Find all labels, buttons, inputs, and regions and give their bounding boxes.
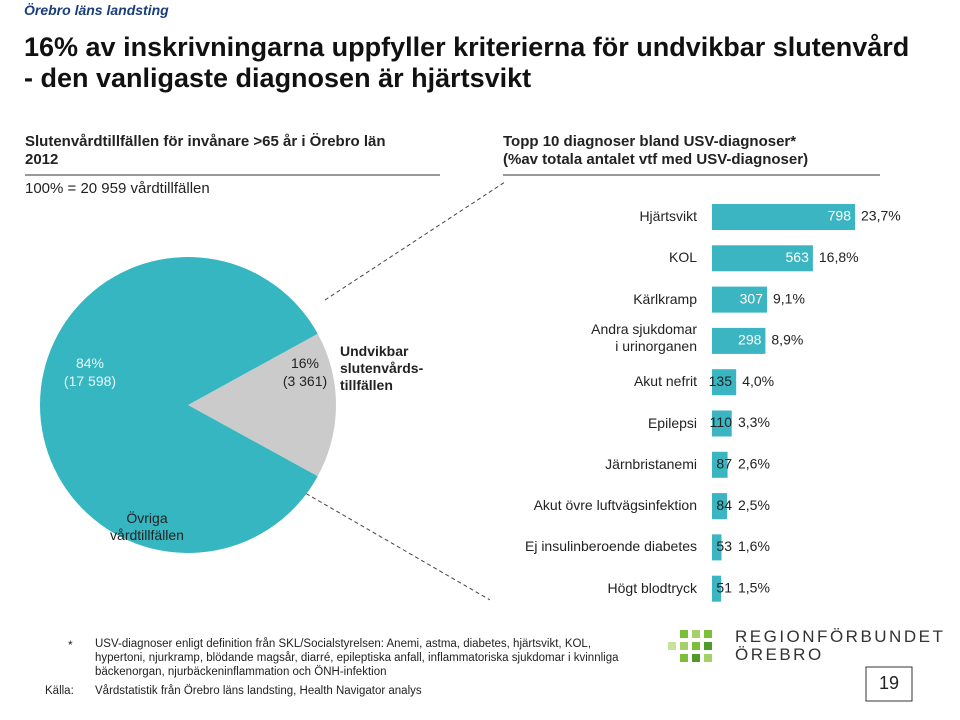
slice-count: (3 361) bbox=[282, 373, 328, 389]
bar-category: Epilepsi bbox=[647, 414, 697, 431]
source: Vårdstatistik från Örebro läns landsting… bbox=[95, 685, 422, 697]
slice-category: Övriga vårdtillfällen bbox=[110, 510, 184, 543]
bar-category: Akut nefrit bbox=[633, 373, 697, 390]
connector bbox=[299, 489, 491, 601]
bar-share: 16,8% bbox=[819, 249, 859, 265]
bar-category: Akut övre luftvägsinfektion bbox=[533, 497, 697, 514]
bar-category: Kärlkramp bbox=[633, 290, 697, 307]
bar-share: 2,6% bbox=[738, 456, 770, 472]
bar-value: 563 bbox=[786, 249, 810, 265]
bar bbox=[712, 245, 813, 272]
page-number: 19 bbox=[878, 673, 900, 693]
bar bbox=[712, 493, 728, 520]
bar-share: 4,0% bbox=[742, 373, 774, 389]
slice-label: 84% bbox=[75, 355, 105, 371]
organization: Örebro läns landsting bbox=[24, 2, 169, 18]
bar-value: 298 bbox=[738, 332, 762, 348]
logo: REGIONFÖRBUNDET ÖREBRO bbox=[735, 627, 946, 664]
bar-category: KOL bbox=[668, 249, 697, 266]
slice-category: Undvikbar slutenvårds- tillfällen bbox=[340, 343, 424, 393]
bar bbox=[712, 534, 722, 561]
pie-title: Slutenvårdtillfällen för invånare >65 år… bbox=[25, 133, 386, 168]
bar-value: 84 bbox=[716, 497, 732, 513]
bar-value: 110 bbox=[710, 414, 733, 430]
bar-share: 1,6% bbox=[738, 538, 770, 554]
slice-label: 16% bbox=[290, 355, 320, 371]
bar bbox=[712, 410, 732, 437]
bar-value: 87 bbox=[716, 456, 732, 472]
bar-value: 798 bbox=[828, 208, 852, 224]
bar-value: 307 bbox=[740, 290, 764, 306]
logo-mark bbox=[668, 630, 712, 662]
page-box bbox=[865, 666, 913, 702]
bar-category: Järnbristanemi bbox=[605, 455, 697, 472]
footnote-marker: * bbox=[68, 638, 73, 652]
bar-share: 8,9% bbox=[771, 332, 803, 348]
bar bbox=[712, 575, 722, 602]
bar-title: Topp 10 diagnoser bland USV-diagnoser* (… bbox=[503, 133, 809, 168]
pie-subtitle: 100% = 20 959 vårdtillfällen bbox=[25, 180, 210, 197]
bar bbox=[712, 369, 737, 396]
bar-share: 2,5% bbox=[738, 497, 770, 513]
bar-category: Ej insulinberoende diabetes bbox=[524, 538, 697, 555]
bar-value: 135 bbox=[709, 373, 733, 389]
bar bbox=[712, 286, 768, 313]
bar-value: 51 bbox=[716, 579, 732, 595]
bar-category: Hjärtsvikt bbox=[639, 208, 697, 224]
connector bbox=[324, 181, 506, 301]
bar bbox=[712, 204, 855, 230]
bar-share: 9,1% bbox=[773, 290, 805, 306]
source-label: Källa: bbox=[45, 685, 74, 697]
pie-slice bbox=[40, 257, 318, 553]
slide-title: 16% av inskrivningarna uppfyller kriteri… bbox=[24, 32, 910, 94]
bar-share: 3,3% bbox=[738, 414, 770, 430]
slice-count: (17 598) bbox=[63, 373, 117, 389]
footnote: USV-diagnoser enligt definition från SKL… bbox=[95, 638, 619, 678]
bar-category: Högt blodtryck bbox=[607, 579, 697, 596]
bar-value: 53 bbox=[716, 538, 732, 554]
bar bbox=[712, 451, 728, 478]
bar bbox=[712, 327, 766, 354]
bar-share: 1,5% bbox=[738, 579, 770, 595]
pie-slice bbox=[188, 333, 337, 477]
bar-share: 23,7% bbox=[861, 208, 901, 224]
bar-category: Andra sjukdomar i urinorganen bbox=[591, 320, 697, 354]
